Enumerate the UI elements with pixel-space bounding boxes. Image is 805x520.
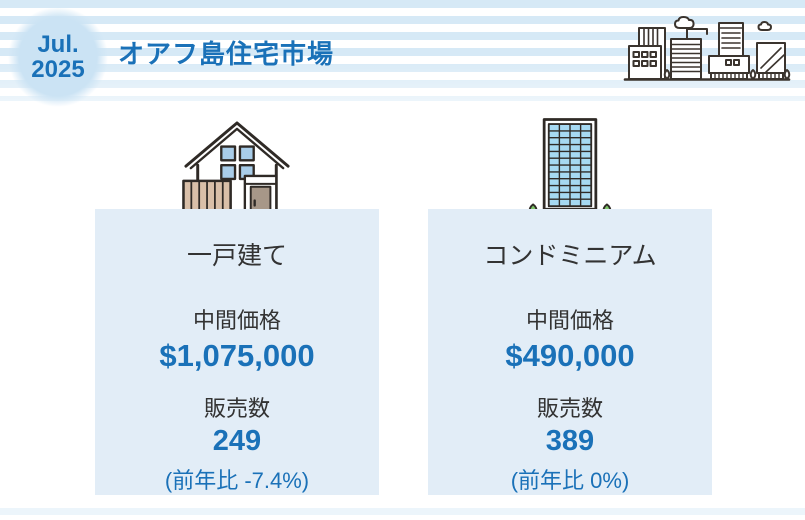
sales-count-value: 389 xyxy=(545,425,595,457)
property-type-label: コンドミニアム xyxy=(483,242,657,270)
city-skyline-icon xyxy=(623,16,791,81)
card-single-family: 一戸建て 中間価格 $1,075,000 販売数 249 (前年比 -7.4%) xyxy=(95,209,379,495)
median-price-value: $490,000 xyxy=(505,338,635,373)
yoy-change-value: (前年比 -7.4%) xyxy=(164,468,310,493)
page-title: オアフ島住宅市場 xyxy=(118,39,335,69)
month-badge: Jul. 2025 xyxy=(8,7,108,107)
card-condominium: コンドミニアム 中間価格 $490,000 販売数 389 (前年比 0%) xyxy=(428,209,712,495)
sales-count-value: 249 xyxy=(212,425,262,457)
footer-stripe xyxy=(0,508,805,515)
sales-count-label: 販売数 xyxy=(536,396,603,421)
median-price-label: 中間価格 xyxy=(525,308,614,333)
sales-count-label: 販売数 xyxy=(203,396,270,421)
badge-month: Jul. xyxy=(37,30,79,58)
median-price-label: 中間価格 xyxy=(192,308,281,333)
yoy-change-value: (前年比 0%) xyxy=(510,468,630,493)
median-price-value: $1,075,000 xyxy=(159,338,315,373)
badge-year: 2025 xyxy=(31,56,85,83)
property-type-label: 一戸建て xyxy=(186,242,287,270)
